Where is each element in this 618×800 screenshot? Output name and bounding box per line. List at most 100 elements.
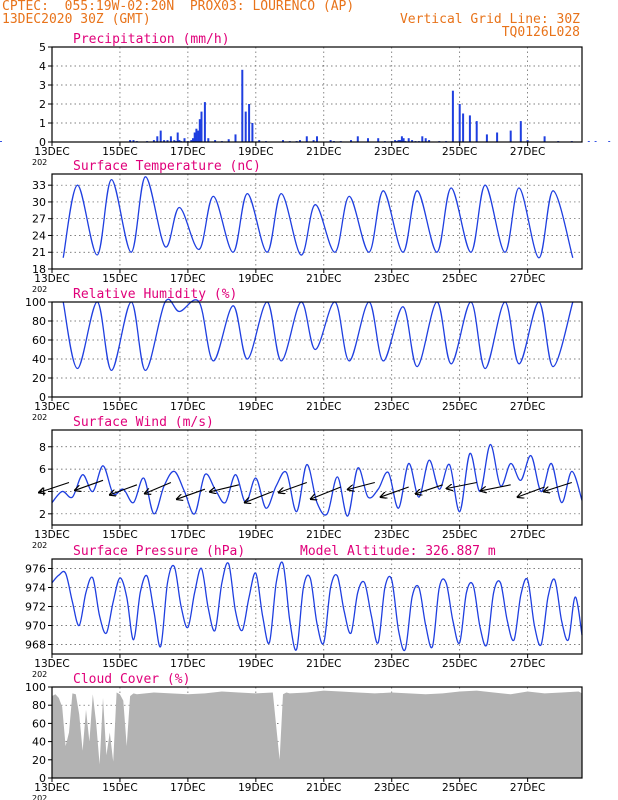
precip-bar (190, 140, 193, 142)
x-tick-label: 23DEC (374, 146, 409, 158)
wind-arrow (348, 481, 375, 490)
precip-bar (282, 140, 284, 142)
precip-bar (299, 140, 301, 142)
x-tick-label: 13DEC (34, 658, 69, 670)
precip-bar (377, 138, 380, 142)
precip-bar (234, 134, 237, 142)
x-tick-label: 27DEC (510, 782, 545, 794)
x-tick-label: 13DEC (34, 782, 69, 794)
x-tick-label: 21DEC (306, 529, 341, 541)
precip-bar (350, 140, 352, 142)
precip-bar (166, 140, 169, 142)
x-tick-label: 15DEC (102, 658, 137, 670)
precip-bar (485, 134, 488, 142)
y-tick-label: 18 (32, 263, 46, 276)
precip-bar (526, 140, 529, 142)
y-tick-label: 5 (39, 41, 46, 54)
precip-bar (428, 140, 431, 142)
precip-bar (407, 138, 410, 142)
precip-bar (402, 138, 405, 142)
precip-bar (519, 121, 522, 142)
panel-title: Cloud Cover (%) (73, 672, 190, 687)
precip-bar (169, 136, 172, 142)
y-tick-label: 3 (39, 79, 46, 92)
panel-frame (51, 173, 583, 270)
panel-3: 0 20 40 60 80 100 13DEC 15DEC 17DEC 19DEC 21DEC 23D… (25, 287, 583, 422)
precip-bar (424, 138, 427, 142)
precip-bar (197, 130, 200, 142)
x-tick-label: 15DEC (102, 782, 137, 794)
x-tick-underlabel: 202 (32, 413, 47, 422)
wind-arrow (210, 484, 240, 492)
precip-bar (329, 140, 332, 142)
x-tick-label: 25DEC (442, 529, 477, 541)
precip-bar (200, 111, 203, 142)
y-tick-label: 0 (39, 136, 46, 149)
x-tick-label: 15DEC (102, 146, 137, 158)
panel-title: Surface Pressure (hPa) (73, 544, 245, 559)
precip-bar (305, 136, 308, 142)
wind-arrow (177, 488, 206, 499)
x-tick-label: 25DEC (442, 782, 477, 794)
wind-arrow (145, 481, 172, 494)
wind-arrow (279, 481, 307, 493)
x-tick-label: 23DEC (374, 782, 409, 794)
y-tick-label: 976 (25, 563, 46, 576)
wind-arrow (245, 490, 274, 503)
header-line-1: CPTEC: 055:19W-02:20N PROX03: LOURENCO (… (2, 0, 355, 14)
x-tick-label: 23DEC (374, 273, 409, 285)
x-tick-underlabel: 202 (32, 158, 47, 167)
panel-2: 18 21 24 27 30 33 13DEC 15DEC 17DEC 19DEC 21DEC 23D… (32, 159, 583, 294)
precip-bar (608, 141, 611, 142)
y-tick-label: 4 (39, 60, 46, 73)
precip-bar (496, 132, 499, 142)
precip-bar (203, 102, 206, 142)
panel-frame (51, 46, 583, 143)
y-tick-label: 30 (32, 196, 46, 209)
wind-arrow (381, 486, 409, 497)
precip-bar (195, 128, 198, 142)
precip-bar (163, 140, 166, 142)
y-tick-label: 60 (32, 717, 46, 730)
y-tick-label: 100 (25, 681, 46, 694)
precip-bar (207, 138, 210, 142)
precip-bar (400, 136, 403, 142)
header-line-2: 13DEC2020 30Z (GMT) (2, 12, 151, 27)
precip-bar (241, 69, 244, 142)
y-tick-label: 27 (32, 213, 46, 226)
x-tick-label: 23DEC (374, 658, 409, 670)
y-tick-label: 40 (32, 353, 46, 366)
precip-bar (251, 123, 254, 142)
y-tick-label: 21 (32, 246, 46, 259)
x-tick-label: 27DEC (510, 658, 545, 670)
y-tick-label: 20 (32, 754, 46, 767)
panel-title: Precipitation (mm/h) (73, 32, 230, 47)
y-tick-label: 60 (32, 334, 46, 347)
precip-bar (152, 140, 155, 142)
x-tick-label: 21DEC (306, 401, 341, 413)
x-tick-label: 19DEC (238, 529, 273, 541)
x-tick-label: 15DEC (102, 401, 137, 413)
y-tick-label: 6 (39, 463, 46, 476)
series-line (62, 298, 574, 372)
series-line (62, 176, 574, 259)
precip-bar (159, 130, 162, 142)
x-tick-label: 23DEC (374, 529, 409, 541)
precip-bar (183, 138, 186, 142)
x-tick-label: 17DEC (170, 273, 205, 285)
x-tick-label: 23DEC (374, 401, 409, 413)
precip-bar (178, 140, 181, 142)
series-line (51, 561, 583, 652)
precip-bar (458, 104, 461, 142)
precip-bar (248, 104, 251, 142)
series-line (51, 443, 583, 517)
y-tick-label: 24 (32, 229, 46, 242)
wind-arrow (311, 486, 342, 499)
precip-bar (0, 141, 2, 142)
x-tick-label: 15DEC (102, 529, 137, 541)
wind-arrow (544, 481, 572, 492)
precip-bar (312, 140, 315, 142)
wind-arrow (447, 481, 477, 489)
precip-bar (451, 90, 454, 142)
